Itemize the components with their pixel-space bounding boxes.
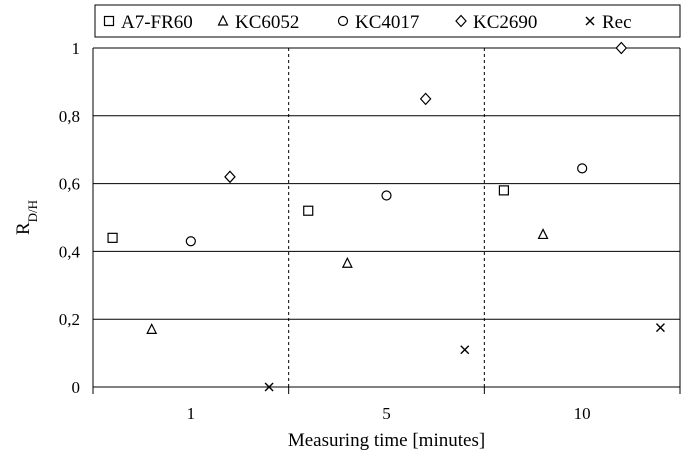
axis-labels: RD/H Measuring time [minutes] bbox=[13, 200, 485, 451]
data-point-diamond bbox=[419, 92, 432, 106]
legend-marker-triangle bbox=[217, 14, 229, 26]
y-tick-label: 0,6 bbox=[59, 175, 80, 194]
data-point-cross bbox=[264, 382, 274, 392]
data-point-circle bbox=[185, 236, 196, 247]
x-tick-label: 5 bbox=[382, 404, 391, 423]
y-axis-label-main: R bbox=[13, 222, 34, 235]
legend-marker-cross bbox=[585, 16, 595, 26]
data-point-cross bbox=[655, 323, 665, 333]
data-point-triangle bbox=[341, 256, 353, 268]
y-tick-label: 1 bbox=[72, 39, 81, 58]
x-axis-label: Measuring time [minutes] bbox=[288, 430, 485, 451]
x-tick-label: 1 bbox=[187, 404, 196, 423]
data-point-circle bbox=[381, 190, 392, 201]
legend-label: Rec bbox=[602, 12, 632, 33]
y-tick-label: 0,4 bbox=[59, 242, 81, 261]
y-axis-label-sub: D/H bbox=[25, 200, 40, 222]
legend-label: A7-FR60 bbox=[121, 12, 193, 33]
data-point-square bbox=[498, 185, 509, 196]
y-axis-label: RD/H bbox=[13, 200, 40, 235]
y-tick-label: 0,2 bbox=[59, 310, 80, 329]
data-point-cross bbox=[460, 345, 470, 355]
legend-marker-diamond bbox=[455, 14, 467, 28]
data-point-square bbox=[303, 205, 314, 216]
legend-label: KC4017 bbox=[355, 12, 419, 33]
y-tick-label: 0 bbox=[72, 378, 81, 397]
data-point-triangle bbox=[146, 323, 158, 334]
axes: 0 0,2 0,4 0,6 0,8 1 1 5 10 bbox=[59, 39, 681, 423]
data-point-square bbox=[107, 232, 118, 243]
data-points bbox=[107, 41, 665, 392]
legend-marker-square bbox=[103, 15, 115, 27]
data-point-diamond bbox=[615, 41, 628, 55]
legend-label: KC2690 bbox=[473, 12, 537, 33]
data-point-triangle bbox=[537, 228, 549, 240]
x-tick-label: 10 bbox=[574, 404, 591, 423]
y-tick-label: 0,8 bbox=[59, 107, 80, 126]
legend: A7-FR60 KC6052 KC4017 KC2690 Rec bbox=[94, 4, 681, 38]
data-point-diamond bbox=[224, 170, 236, 184]
grid bbox=[93, 47, 680, 387]
legend-label: KC6052 bbox=[235, 12, 299, 33]
legend-box bbox=[94, 4, 681, 38]
data-point-circle bbox=[577, 163, 588, 174]
legend-marker-circle bbox=[337, 15, 349, 27]
